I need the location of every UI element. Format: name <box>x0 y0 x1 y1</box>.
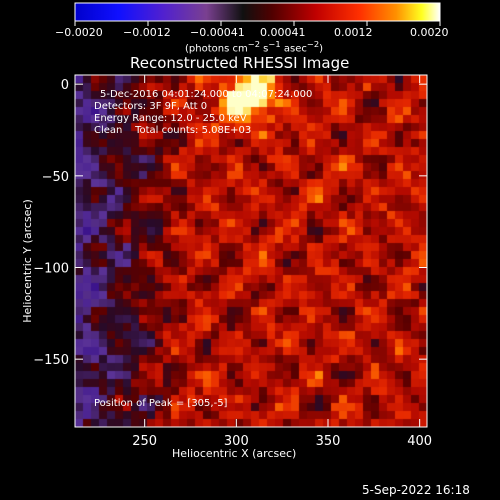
y-tick-label-1: −50 <box>42 170 69 185</box>
y-axis-ticks: 0 −50 −100 −150 <box>33 78 427 368</box>
colorbar-tick-label-4: 0.0012 <box>334 26 373 39</box>
colorbar-tick-label-5: 0.0020 <box>410 26 449 39</box>
detectors-text: Detectors: 3F 9F, Att 0 <box>94 101 208 112</box>
colorbar-ticks <box>74 21 441 26</box>
colorbar-tick-label-2: −0.00041 <box>190 26 245 39</box>
footer-timestamp: 5-Sep-2022 16:18 <box>362 483 470 497</box>
plot-frame <box>74 74 428 428</box>
colorbar-tick-label-1: −0.0012 <box>123 26 171 39</box>
colorbar-units: (photons cm−2 s−1 asec−2) <box>185 39 324 55</box>
heatmap-image <box>75 75 427 427</box>
y-axis-label: Heliocentric Y (arcsec) <box>21 199 34 323</box>
colorbar-tick-label-0: −0.0020 <box>55 26 103 39</box>
time-range-text: 5-Dec-2016 04:01:24.000 to 04:07:24.000 <box>100 89 313 100</box>
colorbar-tick-label-3: 0.00041 <box>260 26 306 39</box>
colorbar-gradient <box>74 2 441 22</box>
x-axis-label: Heliocentric X (arcsec) <box>172 447 297 460</box>
y-tick-label-3: −150 <box>33 353 69 368</box>
x-axis-ticks: 250 300 350 400 <box>132 75 432 449</box>
x-tick-label-0: 250 <box>132 434 157 449</box>
energy-range-text: Energy Range: 12.0 - 25.0 keV <box>94 113 247 124</box>
x-tick-label-1: 300 <box>224 434 249 449</box>
y-tick-label-2: −100 <box>33 262 69 277</box>
colorbar <box>74 2 441 26</box>
chart-title: Reconstructed RHESSI Image <box>130 54 350 72</box>
y-tick-label-0: 0 <box>61 78 69 93</box>
x-tick-label-2: 350 <box>316 434 341 449</box>
x-tick-label-3: 400 <box>407 434 432 449</box>
peak-position-text: Position of Peak = [305,-5] <box>94 398 228 409</box>
clean-counts-text: Clean Total counts: 5.08E+03 <box>94 125 252 136</box>
